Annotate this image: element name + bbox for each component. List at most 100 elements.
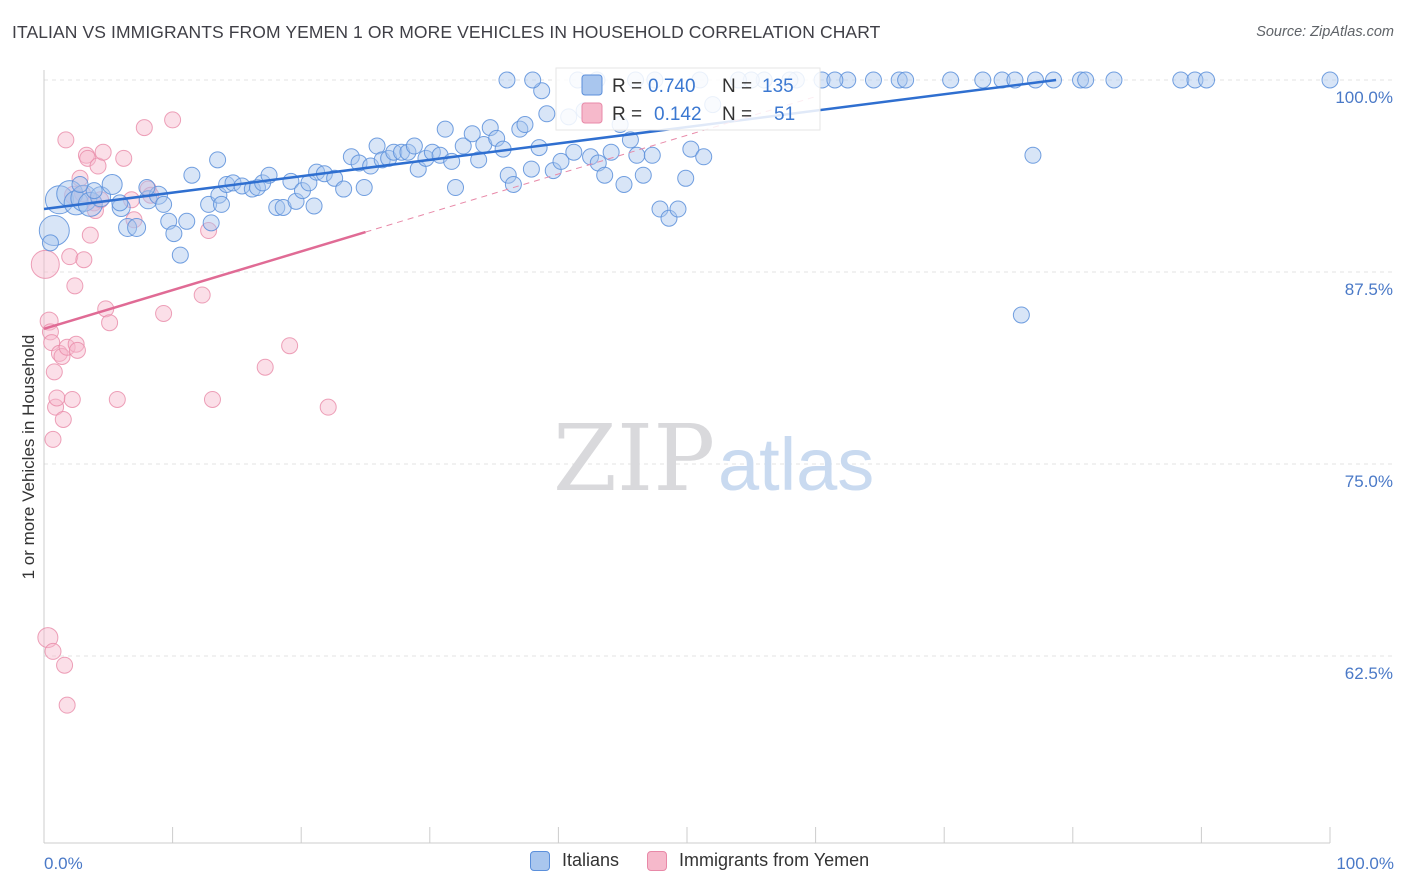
italians-point-20 bbox=[202, 214, 220, 232]
italians-point-129 bbox=[209, 151, 227, 169]
italians-point-101 bbox=[897, 71, 915, 89]
italians-point-86 bbox=[634, 166, 652, 184]
italians-point-93 bbox=[695, 148, 713, 166]
yemen-point-21 bbox=[75, 251, 93, 269]
italians-point-74 bbox=[552, 152, 570, 170]
yemen-point-9 bbox=[53, 347, 71, 365]
italians-trend-line bbox=[43, 78, 1057, 211]
yemen-points bbox=[30, 111, 337, 714]
italians-point-115 bbox=[498, 71, 516, 89]
watermark: ZIP atlas bbox=[553, 405, 874, 512]
italians-point-91 bbox=[677, 169, 695, 187]
italians-point-42 bbox=[355, 179, 373, 197]
italians-point-69 bbox=[522, 160, 540, 178]
italians-point-134 bbox=[41, 234, 59, 252]
yemen-point-14 bbox=[63, 390, 81, 408]
italians-point-103 bbox=[974, 71, 992, 89]
italians-point-123 bbox=[524, 71, 542, 89]
yemen-point-7 bbox=[48, 389, 66, 407]
yemen-point-0 bbox=[30, 249, 60, 279]
italians-point-99 bbox=[864, 71, 882, 89]
yemen-point-39 bbox=[155, 304, 173, 322]
yemen-point-40 bbox=[164, 111, 182, 129]
chart-title: ITALIAN VS IMMIGRANTS FROM YEMEN 1 OR MO… bbox=[12, 22, 881, 42]
yemen-point-18 bbox=[68, 341, 86, 359]
legend-label-yemen: Immigrants from Yemen bbox=[679, 850, 870, 870]
yemen-trend-extension bbox=[365, 96, 816, 233]
italians-point-16 bbox=[171, 246, 189, 264]
italians-point-92 bbox=[682, 140, 700, 158]
yemen-trend-line bbox=[43, 230, 366, 331]
italians-point-39 bbox=[335, 180, 353, 198]
italians-point-76 bbox=[565, 143, 583, 161]
italians-point-114 bbox=[1321, 71, 1339, 89]
stats-swatch-blue bbox=[581, 74, 603, 96]
stats-n-label-2: N = bbox=[722, 104, 752, 125]
stats-r-label-1: R = bbox=[612, 76, 642, 97]
series-legend: Italians Immigrants from Yemen bbox=[530, 850, 897, 871]
yemen-point-16 bbox=[66, 277, 84, 295]
legend-swatch-italians bbox=[530, 850, 550, 871]
italians-point-125 bbox=[826, 71, 844, 89]
stats-r-value-1: 0.740 bbox=[648, 76, 696, 97]
y-tick-labels: 100.0% 87.5% 75.0% 62.5% bbox=[1335, 88, 1393, 683]
legend-item-italians[interactable]: Italians bbox=[530, 850, 619, 871]
italians-point-102 bbox=[942, 71, 960, 89]
italians-points bbox=[38, 71, 1339, 324]
italians-point-85 bbox=[628, 146, 646, 164]
italians-point-66 bbox=[504, 175, 522, 193]
italians-point-108 bbox=[1072, 71, 1090, 89]
legend-swatch-yemen bbox=[647, 850, 668, 871]
italians-point-58 bbox=[454, 137, 472, 155]
italians-point-81 bbox=[602, 143, 620, 161]
yemen-point-33 bbox=[115, 149, 133, 167]
yemen-point-5 bbox=[45, 363, 63, 381]
italians-point-49 bbox=[399, 143, 417, 161]
yemen-point-41 bbox=[193, 286, 211, 304]
italians-point-15 bbox=[165, 225, 183, 243]
watermark-atlas: atlas bbox=[718, 423, 874, 506]
italians-point-110 bbox=[1105, 71, 1123, 89]
yemen-point-43 bbox=[203, 390, 221, 408]
yemen-point-12 bbox=[58, 338, 76, 356]
italians-point-113 bbox=[1198, 71, 1216, 89]
italians-point-10 bbox=[127, 217, 147, 237]
italians-point-89 bbox=[660, 209, 678, 227]
trend-lines bbox=[43, 78, 1057, 331]
italians-point-63 bbox=[488, 129, 506, 147]
stats-swatch-pink bbox=[581, 102, 603, 124]
stats-r-value-2: 0.142 bbox=[654, 104, 702, 125]
italians-point-50 bbox=[405, 137, 423, 155]
italians-point-111 bbox=[1172, 71, 1190, 89]
italians-point-133 bbox=[71, 175, 89, 193]
italians-point-132 bbox=[85, 182, 103, 200]
yemen-point-10 bbox=[54, 410, 72, 428]
italians-point-22 bbox=[212, 195, 230, 213]
italians-point-88 bbox=[651, 200, 669, 218]
italians-point-83 bbox=[615, 175, 633, 193]
yemen-point-6 bbox=[47, 398, 65, 416]
yemen-point-48 bbox=[44, 642, 62, 660]
italians-point-126 bbox=[1012, 306, 1030, 324]
stats-n-label-1: N = bbox=[722, 76, 752, 97]
italians-point-30 bbox=[268, 198, 286, 216]
y-tick-label-3: 62.5% bbox=[1345, 664, 1393, 683]
y-tick-label-1: 87.5% bbox=[1345, 280, 1393, 299]
x-tick-label-right: 100.0% bbox=[1336, 854, 1394, 873]
yemen-point-49 bbox=[56, 656, 74, 674]
yemen-point-24 bbox=[81, 226, 99, 244]
yemen-point-13 bbox=[61, 248, 79, 266]
italians-point-68 bbox=[516, 116, 534, 134]
legend-item-yemen[interactable]: Immigrants from Yemen bbox=[647, 850, 869, 871]
italians-point-65 bbox=[499, 166, 517, 184]
italians-point-128 bbox=[305, 197, 323, 215]
italians-point-127 bbox=[1024, 146, 1042, 164]
italians-point-131 bbox=[111, 194, 129, 212]
italians-point-72 bbox=[538, 105, 556, 123]
italians-point-62 bbox=[481, 119, 499, 137]
yemen-point-46 bbox=[319, 398, 337, 416]
italians-point-18 bbox=[183, 166, 201, 184]
italians-point-7 bbox=[101, 173, 123, 195]
stats-r-label-2: R = bbox=[612, 104, 642, 125]
